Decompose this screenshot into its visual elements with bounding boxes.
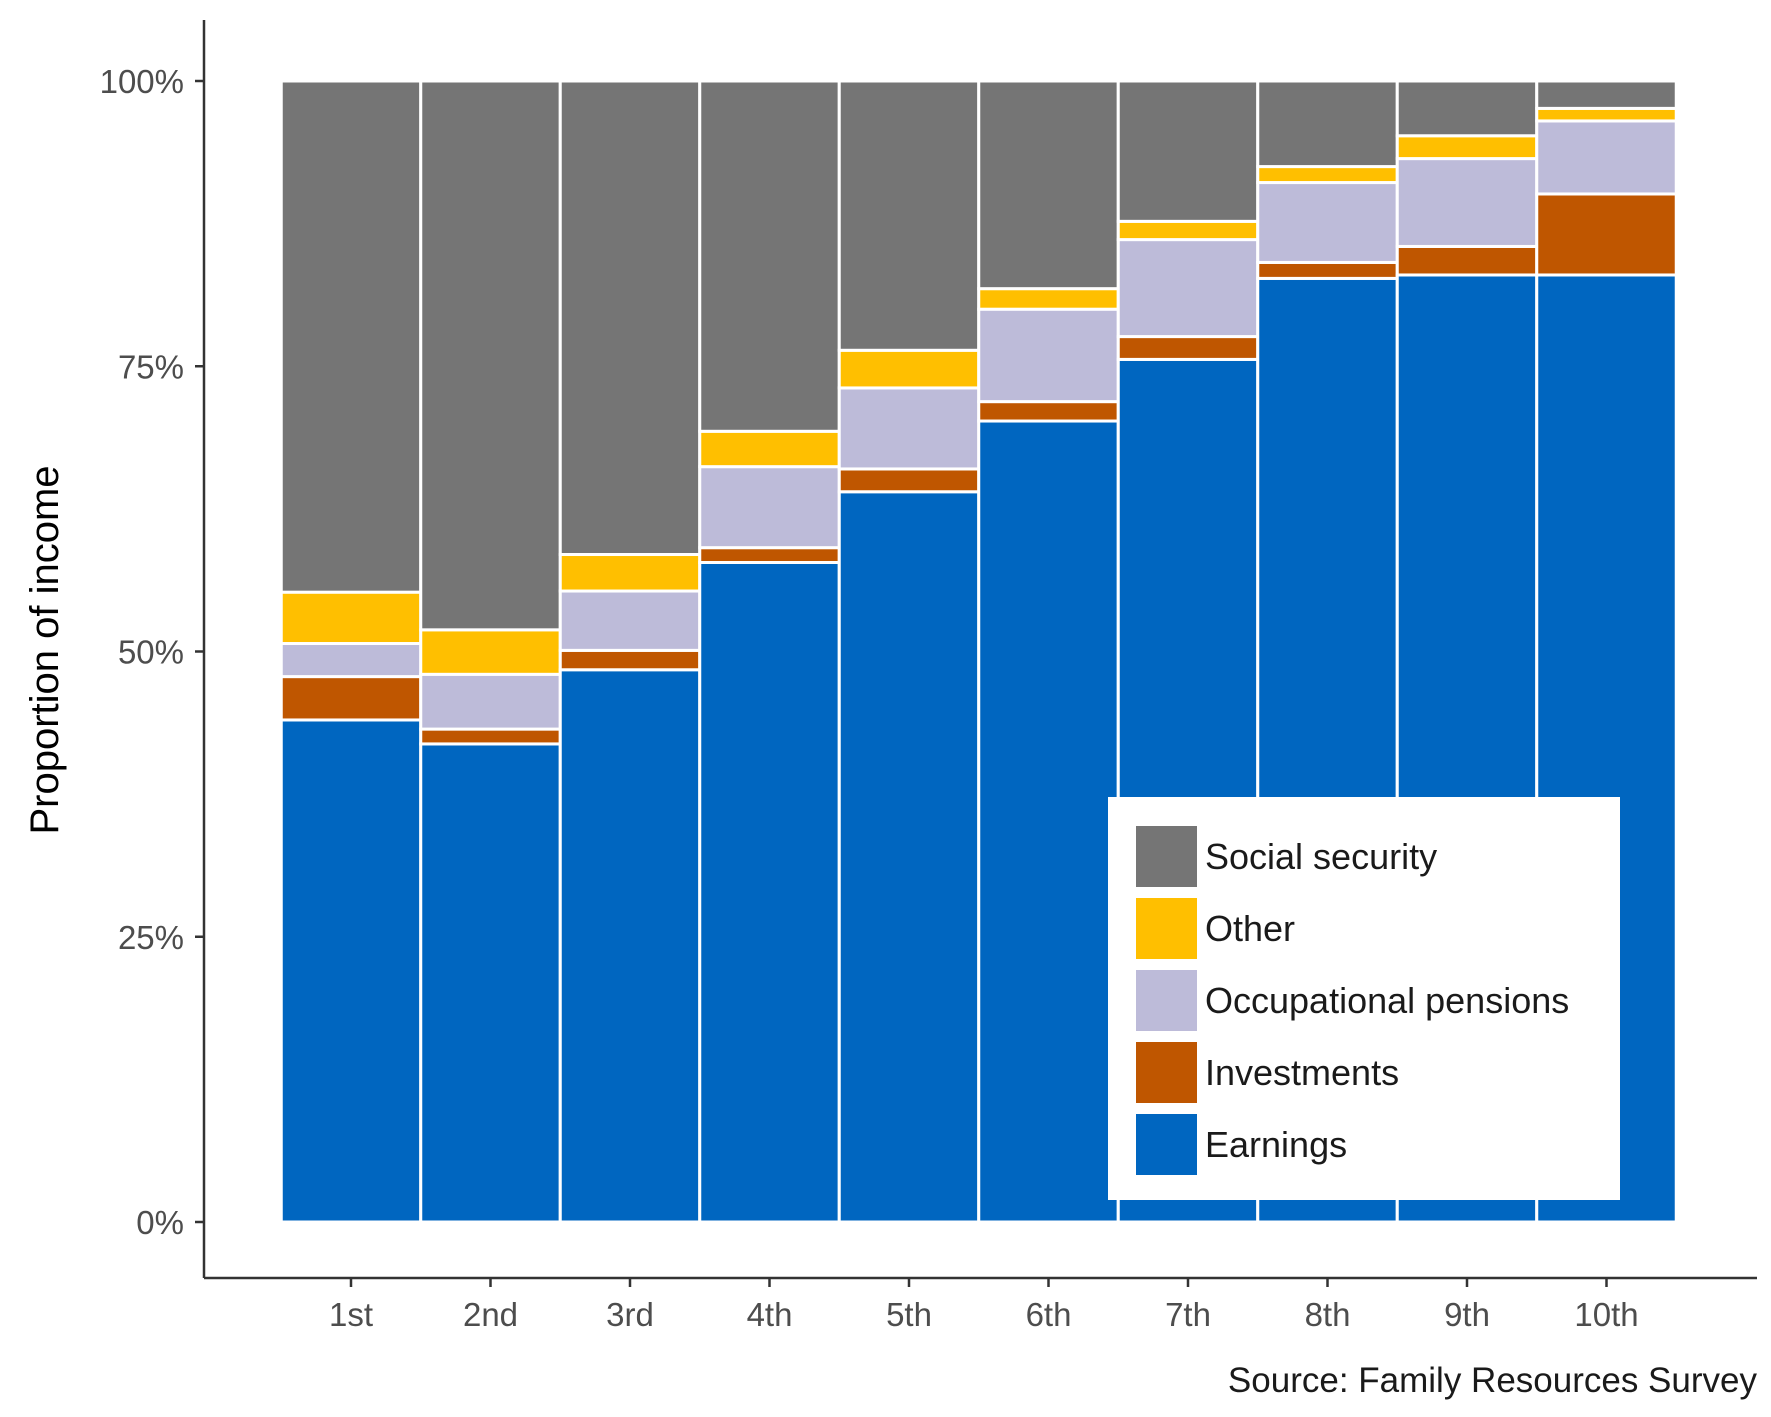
bar-segment-10th-other [1535,106,1678,123]
y-tick-label: 100% [100,63,184,100]
legend-label: Social security [1205,836,1437,877]
bar-segment-8th-occupational-pensions [1256,181,1399,264]
legend: Social security Other Occupational pension… [1108,797,1620,1200]
legend-key-investments [1136,1042,1197,1103]
bar-segment-7th-occupational-pensions [1116,238,1260,339]
y-tick-label: 25% [118,919,184,956]
bars-layer [279,79,1678,1224]
bar-segment-9th-social-security [1395,79,1539,138]
x-tick-label: 2nd [463,1296,518,1333]
bar-segment-4th-earnings [698,561,841,1224]
bar-segment-4th-investments [698,546,841,564]
legend-key-other [1136,898,1197,959]
x-tick-label: 8th [1305,1296,1351,1333]
source-caption: Source: Family Resources Survey [1228,1361,1758,1400]
bar-segment-9th-occupational-pensions [1395,157,1539,248]
bar-segment-6th-occupational-pensions [977,307,1120,404]
bar-segment-7th-other [1116,219,1260,242]
bar-segment-6th-earnings [977,419,1120,1224]
bar-segment-6th-other [977,287,1120,311]
bar-segment-1st-investments [279,675,423,722]
bar-segment-3rd-investments [558,648,702,672]
bar-segment-3rd-social-security [558,79,702,557]
legend-key-social-security [1136,826,1197,887]
x-tick-label: 9th [1444,1296,1490,1333]
bar-segment-1st-occupational-pensions [279,642,423,679]
bar-segment-1st-earnings [279,718,423,1224]
bar-segment-5th-occupational-pensions [837,386,981,471]
y-axis-title: Proportion of income [23,465,67,834]
bar-segment-8th-investments [1256,260,1399,280]
bar-segment-2nd-earnings [419,742,562,1224]
bar-segment-3rd-earnings [558,668,702,1224]
bar-segment-5th-other [837,348,981,390]
bar-segment-4th-other [698,429,841,469]
x-tick-label: 6th [1026,1296,1072,1333]
legend-label: Earnings [1205,1124,1347,1165]
bar-segment-9th-investments [1395,244,1539,277]
bar-segment-5th-investments [837,467,981,494]
legend-label: Investments [1205,1052,1399,1093]
bar-segment-2nd-occupational-pensions [419,672,562,731]
bar-segment-5th-social-security [837,79,981,352]
bar-segment-4th-occupational-pensions [698,465,841,550]
bar-segment-10th-social-security [1535,79,1678,110]
x-tick-label: 4th [747,1296,793,1333]
bar-segment-6th-investments [977,400,1120,423]
bar-segment-8th-social-security [1256,79,1399,169]
bar-segment-6th-social-security [977,79,1120,291]
y-tick-label: 75% [118,348,184,385]
bar-segment-7th-investments [1116,335,1260,361]
x-tick-label: 1st [329,1296,373,1333]
legend-key-occupational-pensions [1136,970,1197,1031]
bar-segment-7th-social-security [1116,79,1260,223]
bar-segment-1st-social-security [279,79,423,594]
bar-segment-3rd-occupational-pensions [558,589,702,652]
axes-layer: 0% 25% 50% 75% 100% 1st 2nd 3rd 4th 5th 6th 7th 8th 9… [100,20,1757,1333]
bar-segment-2nd-investments [419,727,562,746]
legend-key-earnings [1136,1114,1197,1175]
bar-segment-10th-investments [1535,192,1678,277]
legend-label: Occupational pensions [1205,980,1569,1021]
bar-segment-2nd-other [419,628,562,676]
bar-segment-3rd-other [558,553,702,593]
x-tick-label: 3rd [606,1296,654,1333]
x-tick-label: 10th [1574,1296,1638,1333]
x-tick-label: 5th [886,1296,932,1333]
y-tick-label: 50% [118,634,184,671]
bar-segment-5th-earnings [837,490,981,1224]
bar-segment-1st-other [279,590,423,646]
bar-segment-9th-other [1395,134,1539,161]
bar-segment-4th-social-security [698,79,841,433]
legend-label: Other [1205,908,1295,949]
bar-segment-2nd-social-security [419,79,562,632]
bar-segment-10th-occupational-pensions [1535,119,1678,196]
x-tick-label: 7th [1165,1296,1211,1333]
y-tick-label: 0% [136,1204,184,1241]
bar-segment-8th-other [1256,165,1399,185]
